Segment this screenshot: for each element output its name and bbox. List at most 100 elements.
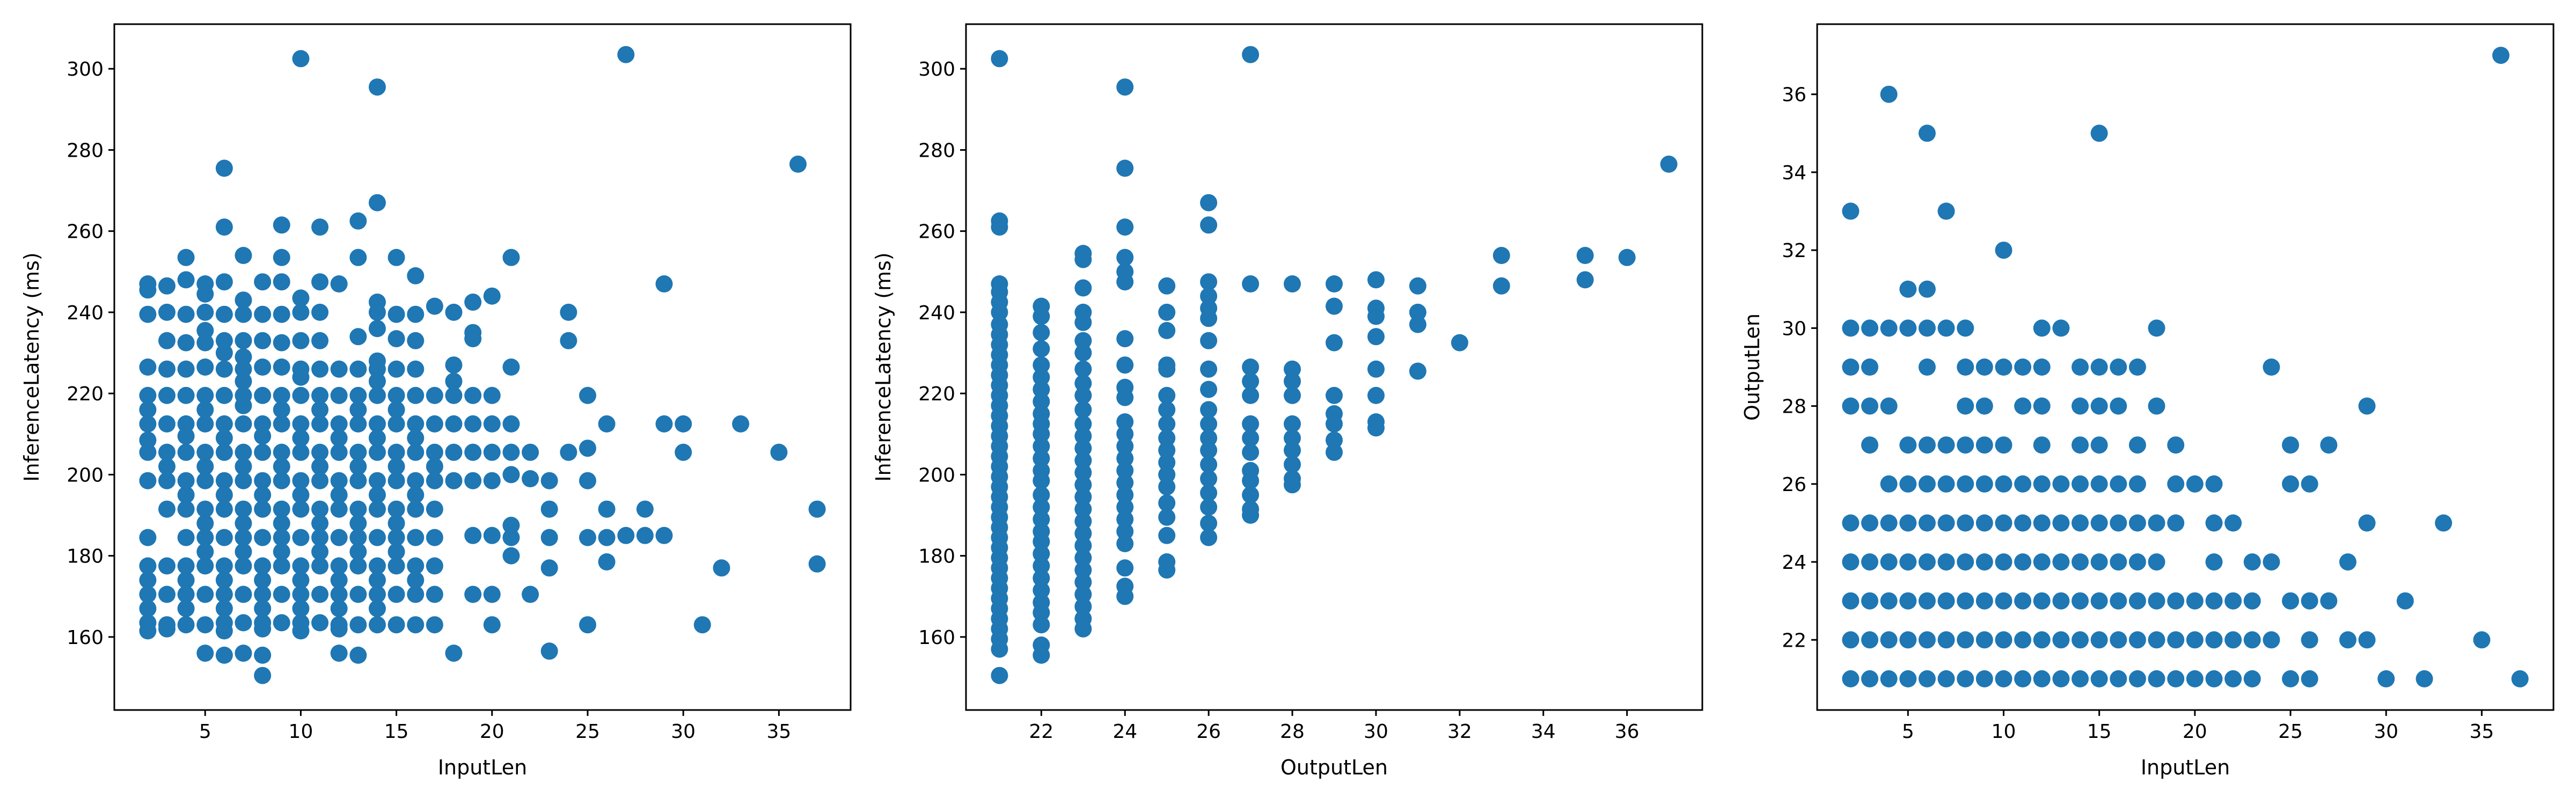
- scatter-point: [483, 415, 501, 433]
- scatter-point: [349, 500, 367, 518]
- scatter-point: [464, 415, 482, 433]
- scatter-point: [713, 559, 730, 577]
- scatter-point: [177, 443, 195, 461]
- scatter-point: [1937, 553, 1955, 571]
- scatter-point: [1842, 553, 1860, 571]
- scatter-point: [540, 642, 558, 660]
- scatter-point: [254, 620, 272, 638]
- scatter-point: [254, 599, 272, 617]
- scatter-point: [311, 586, 329, 603]
- scatter-point: [2301, 475, 2318, 493]
- scatter-point: [1937, 631, 1955, 649]
- scatter-point: [1284, 275, 1301, 292]
- scatter-point: [387, 248, 405, 266]
- scatter-point: [2090, 125, 2108, 142]
- scatter-point: [2072, 475, 2089, 493]
- y-tick-label: 30: [1782, 318, 1806, 340]
- scatter-point: [215, 586, 233, 603]
- scatter-point: [1937, 670, 1955, 687]
- scatter-point: [215, 529, 233, 546]
- scatter-point: [1074, 464, 1092, 481]
- scatter-point: [2416, 670, 2433, 687]
- x-tick-label: 10: [1992, 721, 2016, 743]
- scatter-point: [2052, 319, 2070, 337]
- scatter-point: [1918, 670, 1936, 687]
- scatter-point: [1158, 303, 1176, 321]
- scatter-point: [1326, 334, 1343, 352]
- scatter-point: [1326, 431, 1343, 449]
- y-tick-label: 32: [1782, 240, 1806, 262]
- scatter-point: [483, 386, 501, 404]
- scatter-point: [1200, 194, 1218, 211]
- scatter-point: [196, 458, 214, 475]
- scatter-point: [292, 557, 310, 575]
- scatter-point: [139, 472, 157, 489]
- scatter-point: [196, 321, 214, 339]
- scatter-point: [1880, 553, 1898, 571]
- scatter-point: [1880, 631, 1898, 649]
- axis-ticks: 5 10 15 20 25 30 35 160 180 200 220 240 260 280 300: [67, 58, 791, 743]
- axis-ticks: 5 10 15 20 25 30 35 22 24 26 28 30 32 34 36: [1782, 84, 2494, 743]
- scatter-point: [426, 586, 443, 603]
- scatter-point: [2358, 514, 2376, 532]
- scatter-point: [1158, 321, 1176, 339]
- scatter-point: [1957, 358, 1974, 376]
- scatter-point: [215, 415, 233, 433]
- scatter-point: [407, 267, 425, 284]
- scatter-point: [311, 458, 329, 475]
- y-tick-label: 260: [67, 221, 104, 243]
- scatter-point: [235, 515, 252, 532]
- scatter-point: [1074, 427, 1092, 445]
- scatter-point: [330, 645, 348, 662]
- scatter-point: [2167, 514, 2185, 532]
- scatter-point: [349, 586, 367, 603]
- scatter-point: [407, 386, 425, 404]
- scatter-point: [292, 586, 310, 603]
- scatter-point: [2014, 553, 2032, 571]
- scatter-point: [292, 289, 310, 307]
- scatter-point: [789, 155, 807, 173]
- scatter-point: [426, 386, 443, 404]
- scatter-point: [1842, 358, 1860, 376]
- x-axis-label: InputLen: [438, 756, 527, 779]
- scatter-point: [349, 415, 367, 433]
- scatter-point: [598, 553, 616, 570]
- scatter-point: [2243, 592, 2261, 610]
- scatter-point: [1074, 344, 1092, 362]
- scatter-point: [445, 372, 463, 390]
- scatter-point: [1074, 537, 1092, 554]
- scatter-point: [1326, 443, 1343, 461]
- scatter-point: [1200, 287, 1218, 305]
- scatter-point: [2148, 319, 2165, 337]
- scatter-point: [445, 443, 463, 461]
- scatter-point: [139, 443, 157, 461]
- scatter-point: [369, 320, 386, 338]
- scatter-point: [426, 415, 443, 433]
- scatter-point: [1975, 514, 1993, 532]
- scatter-point: [522, 586, 539, 603]
- scatter-point: [2090, 631, 2108, 649]
- scatter-point: [1116, 486, 1134, 504]
- scatter-point: [292, 572, 310, 589]
- x-tick-label: 30: [1364, 721, 1388, 743]
- scatter-point: [502, 443, 520, 461]
- scatter-point: [560, 303, 577, 321]
- scatter-point: [579, 616, 596, 634]
- x-tick-label: 30: [2374, 721, 2398, 743]
- scatter-point: [1861, 358, 1878, 376]
- scatter-point: [387, 386, 405, 404]
- scatter-point: [522, 470, 539, 487]
- scatter-point: [1975, 592, 1993, 610]
- scatter-point: [1975, 670, 1993, 687]
- scatter-point: [311, 332, 329, 349]
- scatter-point: [426, 458, 443, 475]
- scatter-point: [1367, 419, 1385, 437]
- scatter-point: [311, 415, 329, 433]
- scatter-point: [1918, 358, 1936, 376]
- scatter-point: [330, 586, 348, 603]
- scatter-point: [991, 303, 1008, 321]
- scatter-point: [540, 559, 558, 577]
- scatter-point: [991, 640, 1008, 658]
- scatter-point: [2110, 514, 2127, 532]
- scatter-point: [177, 486, 195, 504]
